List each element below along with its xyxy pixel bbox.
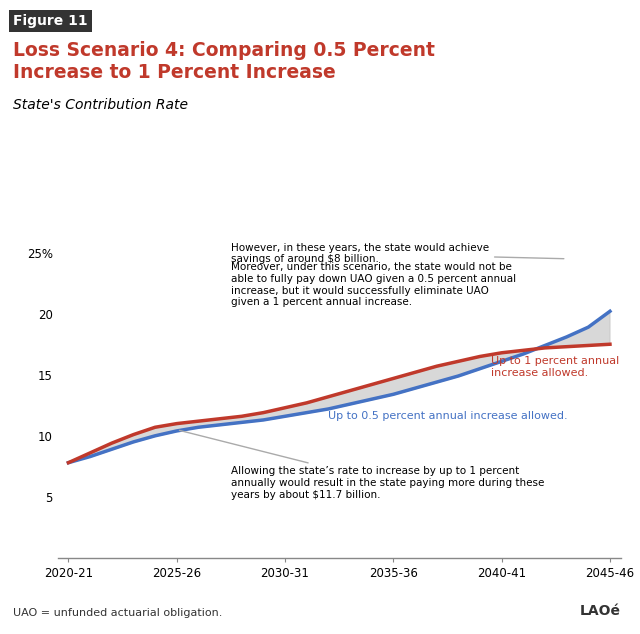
Text: State's Contribution Rate: State's Contribution Rate [13,98,188,112]
Text: Figure 11: Figure 11 [13,14,88,28]
Text: Up to 1 percent annual
increase allowed.: Up to 1 percent annual increase allowed. [491,356,619,378]
Text: Allowing the state’s rate to increase by up to 1 percent
annually would result i: Allowing the state’s rate to increase by… [179,430,544,500]
Text: UAO = unfunded actuarial obligation.: UAO = unfunded actuarial obligation. [13,608,222,618]
Text: Moreover, under this scenario, the state would not be
able to fully pay down UAO: Moreover, under this scenario, the state… [231,262,516,307]
Text: LAOé: LAOé [580,604,621,618]
Text: Loss Scenario 4: Comparing 0.5 Percent
Increase to 1 Percent Increase: Loss Scenario 4: Comparing 0.5 Percent I… [13,41,435,82]
Text: However, in these years, the state would achieve
savings of around $8 billion.: However, in these years, the state would… [231,243,564,264]
Text: Up to 0.5 percent annual increase allowed.: Up to 0.5 percent annual increase allowe… [328,411,568,422]
